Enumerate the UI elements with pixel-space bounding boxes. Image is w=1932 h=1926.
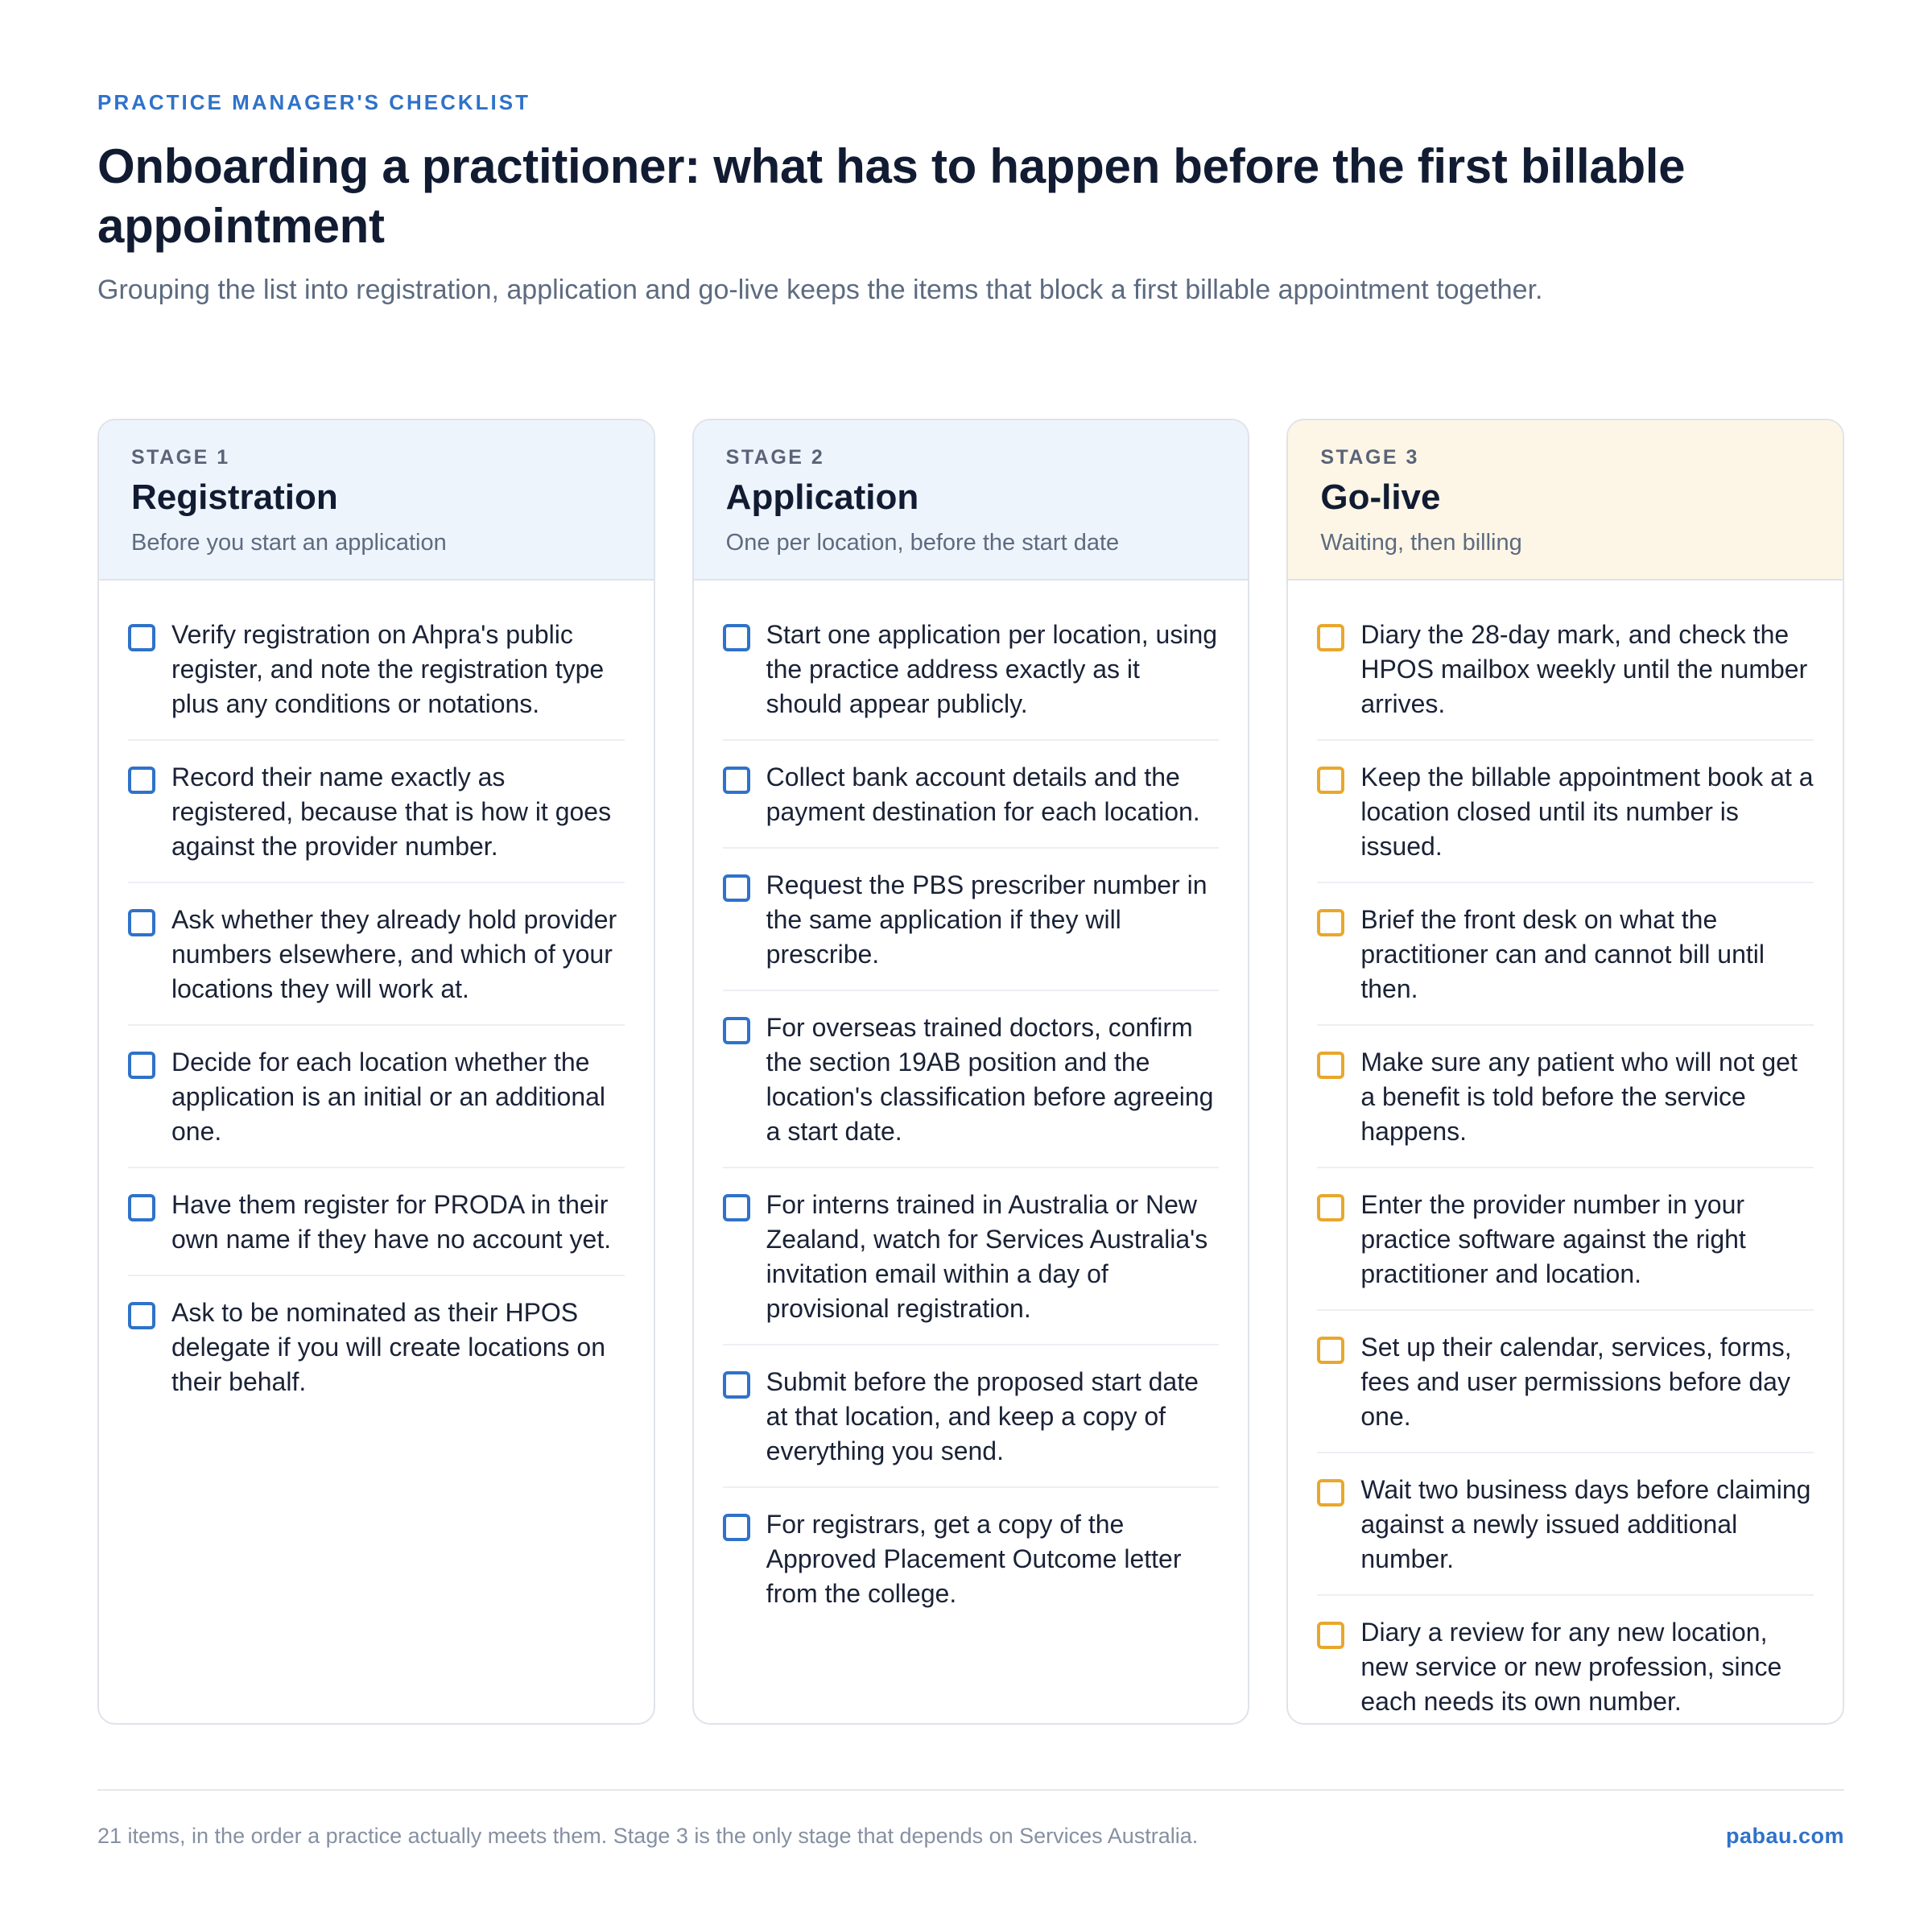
checklist-item-text: For overseas trained doctors, confirm th… [766, 1013, 1214, 1146]
checklist-item: Have them register for PRODA in their ow… [128, 1188, 625, 1276]
stage-number: STAGE 3 [1320, 446, 1419, 469]
checklist-item: Diary a review for any new location, new… [1317, 1615, 1814, 1723]
stage-card-application: STAGE 2 Application One per location, be… [691, 419, 1250, 1725]
stage-name: Go-live [1320, 477, 1441, 517]
stage-header: STAGE 2 Application One per location, be… [693, 420, 1249, 581]
checkbox[interactable] [1317, 624, 1345, 651]
checkbox[interactable] [722, 1514, 750, 1541]
footer-divider [97, 1789, 1844, 1791]
checkbox[interactable] [722, 624, 750, 651]
checklist-item-text: For registrars, get a copy of the Approv… [766, 1510, 1182, 1608]
stage-columns: STAGE 1 Registration Before you start an… [97, 419, 1845, 1725]
checklist-item: Verify registration on Ahpra's public re… [128, 618, 625, 741]
stage-number: STAGE 1 [131, 446, 230, 469]
checklist-item: For interns trained in Australia or New … [722, 1188, 1220, 1345]
stage-header: STAGE 3 Go-live Waiting, then billing [1288, 420, 1843, 581]
checklist-item: Enter the provider number in your practi… [1317, 1188, 1814, 1311]
checkbox[interactable] [128, 624, 155, 651]
checklist-item: Request the PBS prescriber number in the… [722, 868, 1220, 991]
footer-note: 21 items, in the order a practice actual… [97, 1824, 1199, 1848]
stage-number: STAGE 2 [725, 446, 825, 469]
checkbox[interactable] [722, 1194, 750, 1221]
checkbox[interactable] [1317, 1622, 1345, 1649]
checklist-item: Wait two business days before claiming a… [1317, 1473, 1814, 1596]
checklist-item-text: Submit before the proposed start date at… [766, 1367, 1199, 1465]
stage-description: One per location, before the start date [725, 530, 1120, 556]
stage-card-registration: STAGE 1 Registration Before you start an… [97, 419, 655, 1725]
checkbox[interactable] [722, 1371, 750, 1399]
checklist-item-text: Wait two business days before claiming a… [1360, 1475, 1811, 1573]
checklist: Start one application per location, usin… [694, 581, 1249, 1629]
checkbox[interactable] [128, 767, 155, 794]
checklist-item: For overseas trained doctors, confirm th… [722, 1011, 1220, 1168]
checklist-item: For registrars, get a copy of the Approv… [722, 1507, 1220, 1629]
checklist-item-text: Start one application per location, usin… [766, 620, 1218, 718]
checkbox[interactable] [722, 1017, 750, 1044]
checklist-item: Set up their calendar, services, forms, … [1317, 1330, 1814, 1453]
stage-name: Application [725, 477, 919, 517]
checkbox[interactable] [722, 767, 750, 794]
checklist-item: Make sure any patient who will not get a… [1317, 1045, 1814, 1168]
checkbox[interactable] [1317, 1337, 1345, 1364]
checkbox[interactable] [128, 909, 155, 936]
checklist-item-text: Collect bank account details and the pay… [766, 763, 1200, 826]
checklist-item-text: Ask to be nominated as their HPOS delega… [171, 1298, 605, 1396]
checkbox[interactable] [128, 1052, 155, 1079]
page-subtitle: Grouping the list into registration, app… [97, 275, 1543, 305]
checklist-item: Keep the billable appointment book at a … [1317, 760, 1814, 883]
checklist-item: Submit before the proposed start date at… [722, 1365, 1220, 1488]
checkbox[interactable] [1317, 767, 1345, 794]
checklist-item-text: Verify registration on Ahpra's public re… [171, 620, 605, 718]
checkbox[interactable] [722, 874, 750, 902]
checkbox[interactable] [128, 1194, 155, 1221]
checklist-item: Collect bank account details and the pay… [722, 760, 1220, 849]
checklist-item-text: For interns trained in Australia or New … [766, 1190, 1208, 1323]
checklist-item: Decide for each location whether the app… [128, 1045, 625, 1168]
checkbox[interactable] [128, 1302, 155, 1329]
checklist-item-text: Keep the billable appointment book at a … [1360, 763, 1814, 861]
checkbox[interactable] [1317, 909, 1345, 936]
stage-name: Registration [131, 477, 338, 517]
checklist-item-text: Record their name exactly as registered,… [171, 763, 612, 861]
checklist-item-text: Have them register for PRODA in their ow… [171, 1190, 612, 1254]
checklist-item-text: Request the PBS prescriber number in the… [766, 870, 1208, 969]
checklist-item: Ask whether they already hold provider n… [128, 903, 625, 1026]
checklist-item: Diary the 28-day mark, and check the HPO… [1317, 618, 1814, 741]
checklist-item: Brief the front desk on what the practit… [1317, 903, 1814, 1026]
checklist-item-text: Make sure any patient who will not get a… [1360, 1048, 1798, 1146]
checkbox[interactable] [1317, 1194, 1345, 1221]
checklist: Verify registration on Ahpra's public re… [99, 581, 654, 1417]
stage-description: Waiting, then billing [1320, 530, 1522, 556]
checklist-item-text: Diary the 28-day mark, and check the HPO… [1360, 620, 1808, 718]
eyebrow-label: PRACTICE MANAGER'S CHECKLIST [97, 90, 530, 114]
stage-card-go-live: STAGE 3 Go-live Waiting, then billing Di… [1286, 419, 1845, 1725]
checklist-item-text: Decide for each location whether the app… [171, 1048, 606, 1146]
checkbox[interactable] [1317, 1479, 1345, 1506]
checkbox[interactable] [1317, 1052, 1345, 1079]
checklist-item-text: Ask whether they already hold provider n… [171, 905, 617, 1003]
stage-header: STAGE 1 Registration Before you start an… [99, 420, 654, 581]
checklist: Diary the 28-day mark, and check the HPO… [1288, 581, 1843, 1723]
checklist-item: Record their name exactly as registered,… [128, 760, 625, 883]
page-title: Onboarding a practitioner: what has to h… [97, 139, 1686, 253]
stage-description: Before you start an application [131, 530, 447, 556]
checklist-item: Ask to be nominated as their HPOS delega… [128, 1296, 625, 1417]
checklist-item-text: Brief the front desk on what the practit… [1360, 905, 1765, 1003]
checklist-item-text: Enter the provider number in your practi… [1360, 1190, 1746, 1288]
footer-brand-link[interactable]: pabau.com [1725, 1824, 1844, 1848]
checklist-item: Start one application per location, usin… [722, 618, 1220, 741]
checklist-item-text: Set up their calendar, services, forms, … [1360, 1333, 1792, 1431]
checklist-item-text: Diary a review for any new location, new… [1360, 1618, 1782, 1716]
